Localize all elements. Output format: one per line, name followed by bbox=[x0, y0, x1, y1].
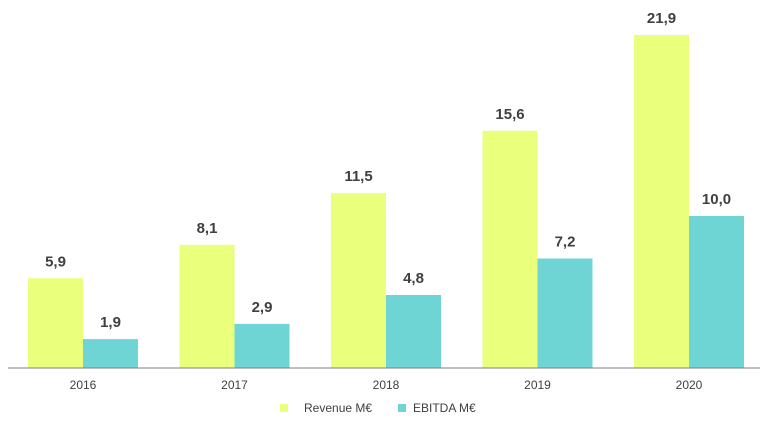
legend-label-ebitda: EBITDA M€ bbox=[413, 401, 476, 415]
data-label-revenue-2020: 21,9 bbox=[647, 10, 676, 27]
legend: Revenue M€ EBITDA M€ bbox=[280, 401, 476, 415]
x-tick-label-2017: 2017 bbox=[221, 378, 248, 392]
bar-ebitda-2016 bbox=[83, 339, 138, 368]
data-label-revenue-2017: 8,1 bbox=[197, 220, 218, 237]
data-label-revenue-2016: 5,9 bbox=[45, 253, 66, 270]
data-label-ebitda-2016: 1,9 bbox=[100, 314, 121, 331]
x-tick-label-2018: 2018 bbox=[373, 378, 400, 392]
bar-ebitda-2019 bbox=[537, 258, 593, 368]
legend-swatch-ebitda bbox=[398, 404, 406, 412]
x-tick-label-2016: 2016 bbox=[70, 378, 97, 392]
x-tick-label-2020: 2020 bbox=[676, 378, 703, 392]
bar-ebitda-2018 bbox=[386, 295, 441, 368]
data-label-ebitda-2020: 10,0 bbox=[702, 191, 731, 208]
bar-ebitda-2017 bbox=[234, 323, 290, 368]
bars-group bbox=[28, 35, 744, 368]
bar-revenue-2017 bbox=[179, 244, 235, 368]
legend-swatch-revenue bbox=[280, 404, 288, 412]
bar-ebitda-2020 bbox=[689, 215, 744, 368]
bar-revenue-2019 bbox=[482, 130, 538, 368]
bar-revenue-2018 bbox=[331, 193, 386, 368]
data-label-ebitda-2017: 2,9 bbox=[252, 299, 273, 316]
x-tick-labels-group: 2016 2017 2018 2019 2020 bbox=[70, 378, 703, 392]
data-label-revenue-2019: 15,6 bbox=[495, 106, 524, 123]
legend-label-revenue: Revenue M€ bbox=[304, 401, 372, 415]
data-label-ebitda-2018: 4,8 bbox=[403, 270, 424, 287]
x-tick-label-2019: 2019 bbox=[524, 378, 551, 392]
data-labels-group: 5,9 1,9 8,1 2,9 11,5 4,8 15,6 7,2 21,9 10,0 bbox=[45, 10, 731, 331]
bar-revenue-2016 bbox=[28, 278, 83, 368]
bar-revenue-2020 bbox=[634, 35, 689, 368]
data-label-revenue-2018: 11,5 bbox=[344, 168, 372, 185]
data-label-ebitda-2019: 7,2 bbox=[555, 234, 576, 251]
